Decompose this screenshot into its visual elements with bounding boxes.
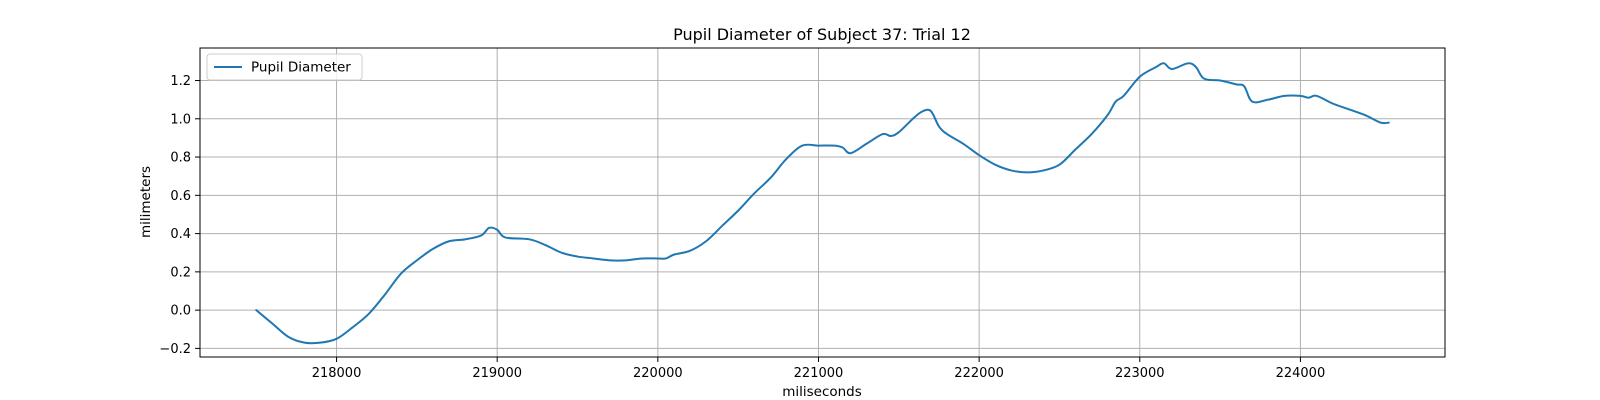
x-tick-label: 222000 — [954, 366, 1004, 381]
axis-ticks: 218000 219000 220000 221000 222000 223000 2240… — [159, 74, 1325, 381]
chart-title: Pupil Diameter of Subject 37: Trial 12 — [673, 25, 971, 44]
x-axis-label: miliseconds — [782, 384, 862, 400]
y-tick-label: −0.2 — [159, 342, 191, 357]
y-tick-label: 1.2 — [170, 74, 191, 89]
y-tick-label: 0.4 — [170, 227, 191, 242]
y-tick-label: 0.0 — [170, 304, 191, 319]
grid — [200, 48, 1445, 357]
plot-frame — [199, 47, 1446, 358]
legend-box — [206, 53, 363, 81]
y-axis-label: milimeters — [138, 166, 154, 238]
legend: Pupil Diameter — [206, 53, 363, 81]
x-tick-label: 220000 — [633, 366, 683, 381]
series-layer — [255, 62, 1390, 345]
x-tick-label: 223000 — [1115, 366, 1165, 381]
x-tick-label: 221000 — [794, 366, 844, 381]
y-tick-label: 1.0 — [170, 112, 191, 127]
x-tick-label: 218000 — [312, 366, 362, 381]
series-line-pupil-diameter — [255, 62, 1390, 345]
y-tick-label: 0.2 — [170, 265, 191, 280]
x-tick-label: 224000 — [1276, 366, 1326, 381]
x-tick-label: 219000 — [472, 366, 522, 381]
y-tick-label: 0.6 — [170, 189, 191, 204]
legend-label-pupil-diameter: Pupil Diameter — [251, 60, 351, 76]
y-tick-label: 0.8 — [170, 151, 191, 166]
